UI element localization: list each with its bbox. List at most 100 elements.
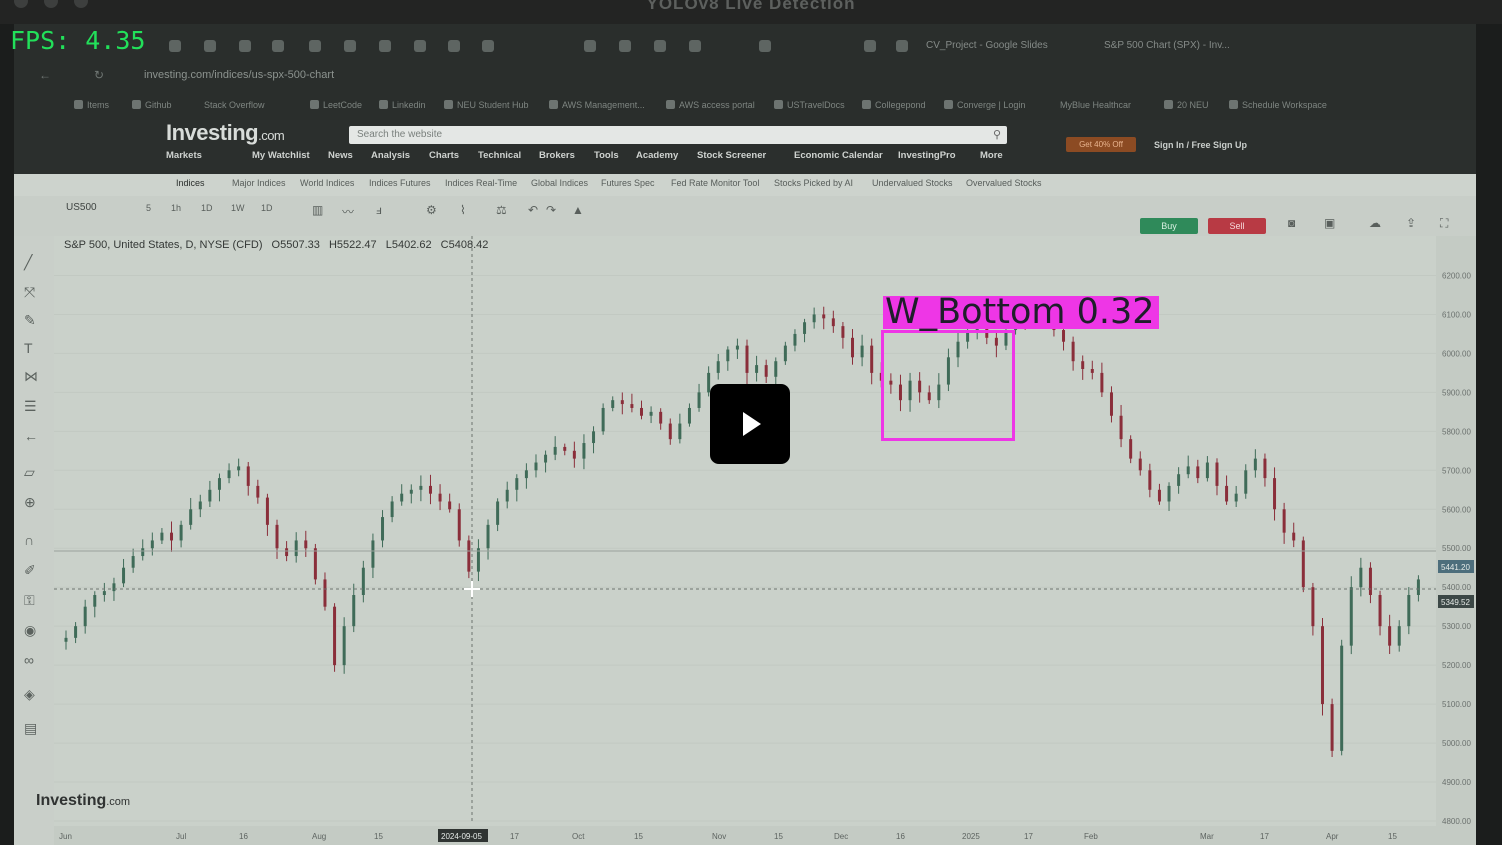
sell-button[interactable]: Sell xyxy=(1208,218,1266,234)
minimize-window-button[interactable] xyxy=(44,0,58,8)
nav-charts[interactable]: Charts xyxy=(429,150,460,161)
tab-favicon[interactable] xyxy=(204,40,216,52)
magnet-icon[interactable]: ∩ xyxy=(24,532,35,548)
site-search-input[interactable]: Search the website ⚲ xyxy=(349,126,1007,144)
scale-icon[interactable]: ⚖ xyxy=(496,203,507,217)
interval-option[interactable]: 5 xyxy=(146,203,152,213)
layout-icon[interactable]: ▣ xyxy=(1324,216,1336,230)
tab-favicon[interactable] xyxy=(448,40,460,52)
bookmark-item[interactable]: Github xyxy=(132,100,172,110)
address-bar[interactable]: ← ↻ investing.com/indices/us-spx-500-cha… xyxy=(24,66,1464,88)
nav-academy[interactable]: Academy xyxy=(636,150,679,161)
subnav-fed-rate-monitor[interactable]: Fed Rate Monitor Tool xyxy=(671,178,760,188)
trash-icon[interactable]: ▤ xyxy=(24,720,38,736)
tab-favicon[interactable] xyxy=(272,40,284,52)
price-chart[interactable]: 6200.00 6100.00 6000.00 5900.00 5800.00 5700.… xyxy=(54,236,1476,845)
nav-investing-pro[interactable]: InvestingPro xyxy=(898,150,956,161)
symbol-search[interactable]: US500 xyxy=(66,202,97,213)
subnav-global-indices[interactable]: Global Indices xyxy=(531,178,589,188)
alert-icon[interactable]: ▲ xyxy=(572,203,584,217)
cloud-icon[interactable]: ☁ xyxy=(1369,216,1381,230)
bookmark-item[interactable]: Converge | Login xyxy=(944,100,1025,110)
bookmark-item[interactable]: MyBlue Healthcar xyxy=(1060,100,1132,110)
sign-in-link[interactable]: Sign In xyxy=(1154,140,1184,150)
buy-button[interactable]: Buy xyxy=(1140,218,1198,234)
reload-icon[interactable]: ↻ xyxy=(94,68,105,82)
nav-technical[interactable]: Technical xyxy=(478,150,522,161)
pen-icon[interactable]: ✐ xyxy=(24,562,36,578)
bookmark-item[interactable]: Linkedin xyxy=(379,100,426,110)
nav-my-watchlist[interactable]: My Watchlist xyxy=(252,150,310,161)
interval-option[interactable]: 1W xyxy=(231,203,245,213)
nav-more[interactable]: More xyxy=(980,150,1003,161)
chart-tab-icon[interactable] xyxy=(619,40,631,52)
tab-favicon[interactable] xyxy=(584,40,596,52)
bookmark-item[interactable]: Collegepond xyxy=(862,100,926,110)
tab-sp500-chart[interactable]: S&P 500 Chart (SPX) - Inv... xyxy=(1104,40,1230,51)
subnav-overvalued-stocks[interactable]: Overvalued Stocks xyxy=(966,178,1042,188)
url-text[interactable]: investing.com/indices/us-spx-500-chart xyxy=(144,69,335,81)
subnav-indices[interactable]: Indices xyxy=(176,178,205,188)
bookmark-item[interactable]: AWS Management... xyxy=(549,100,645,110)
interval-option[interactable]: 1D xyxy=(201,203,213,213)
tab-favicon[interactable] xyxy=(169,40,181,52)
nav-tools[interactable]: Tools xyxy=(594,150,619,161)
bookmark-item[interactable]: Stack Overflow xyxy=(204,100,265,110)
camera-icon[interactable]: ◙ xyxy=(1288,216,1296,230)
fib-tool-icon[interactable]: ☰ xyxy=(24,398,37,414)
nav-news[interactable]: News xyxy=(328,150,353,161)
nav-markets[interactable]: Markets xyxy=(166,150,202,161)
line-chart-icon[interactable]: 〰 xyxy=(342,205,355,219)
text-tool-icon[interactable]: T xyxy=(24,340,33,356)
subnav-stocks-picked-ai[interactable]: Stocks Picked by AI xyxy=(774,178,854,188)
nav-brokers[interactable]: Brokers xyxy=(539,150,575,161)
pattern-tool-icon[interactable]: ⋈ xyxy=(24,368,38,384)
sign-up-link[interactable]: Free Sign Up xyxy=(1191,140,1248,150)
crosshair-tool-icon[interactable]: ╱ xyxy=(24,254,33,270)
promo-button[interactable]: Get 40% Off xyxy=(1066,137,1136,152)
back-arrow-icon[interactable]: ← xyxy=(39,68,51,82)
eye-icon[interactable]: ◉ xyxy=(24,622,37,638)
investing-logo[interactable]: Investing.com xyxy=(166,120,285,145)
search-icon[interactable]: ⚲ xyxy=(992,129,1001,141)
interval-option[interactable]: 1h xyxy=(171,203,182,213)
nav-economic-calendar[interactable]: Economic Calendar xyxy=(794,150,883,161)
subnav-major-indices[interactable]: Major Indices xyxy=(232,178,286,188)
bookmark-item[interactable]: 20 NEU xyxy=(1164,100,1209,110)
chart-tab-icon[interactable] xyxy=(759,40,771,52)
candlestick-chart-svg[interactable]: 6200.00 6100.00 6000.00 5900.00 5800.00 5700.… xyxy=(54,236,1476,845)
subnav-indices-futures[interactable]: Indices Futures xyxy=(369,178,431,188)
close-window-button[interactable] xyxy=(14,0,28,8)
linkedin-tab-icon[interactable] xyxy=(239,40,251,52)
tab-favicon[interactable] xyxy=(654,40,666,52)
publish-icon[interactable]: ⇪ xyxy=(1406,216,1417,230)
bookmark-item[interactable]: AWS access portal xyxy=(666,100,755,110)
layers-icon[interactable]: ◈ xyxy=(24,686,35,702)
measure-tool-icon[interactable]: ▱ xyxy=(24,464,35,480)
nav-stock-screener[interactable]: Stock Screener xyxy=(697,150,767,161)
tab-favicon[interactable] xyxy=(344,40,356,52)
tab-favicon[interactable] xyxy=(414,40,426,52)
tab-favicon[interactable] xyxy=(309,40,321,52)
candles-icon[interactable]: ▥ xyxy=(312,203,324,217)
github-tab-icon[interactable] xyxy=(482,40,494,52)
link-icon[interactable]: ∞ xyxy=(24,652,34,668)
interval-option[interactable]: 1D xyxy=(261,203,273,213)
compare-icon[interactable]: ⌇ xyxy=(460,203,466,217)
video-play-button[interactable] xyxy=(710,384,790,464)
tab-favicon[interactable] xyxy=(689,40,701,52)
subnav-futures-spec[interactable]: Futures Spec xyxy=(601,178,655,188)
redo-icon[interactable]: ↷ xyxy=(546,203,557,217)
bookmark-item[interactable]: USTravelDocs xyxy=(774,100,845,110)
bookmark-item[interactable]: Schedule Workspace xyxy=(1229,100,1327,110)
undo-icon[interactable]: ↶ xyxy=(528,203,539,217)
nav-analysis[interactable]: Analysis xyxy=(371,150,411,161)
bookmark-item[interactable]: LeetCode xyxy=(310,100,362,110)
fullscreen-icon[interactable]: ⛶ xyxy=(1440,216,1449,230)
indicators-icon[interactable]: ⅎ xyxy=(376,203,382,217)
subnav-undervalued-stocks[interactable]: Undervalued Stocks xyxy=(872,178,953,188)
tab-google-slides[interactable]: CV_Project - Google Slides xyxy=(926,40,1048,51)
bookmark-item[interactable]: NEU Student Hub xyxy=(444,100,529,110)
zoom-icon[interactable]: ⊕ xyxy=(24,494,36,510)
trendline-tool-icon[interactable]: ⤧ xyxy=(24,284,36,300)
